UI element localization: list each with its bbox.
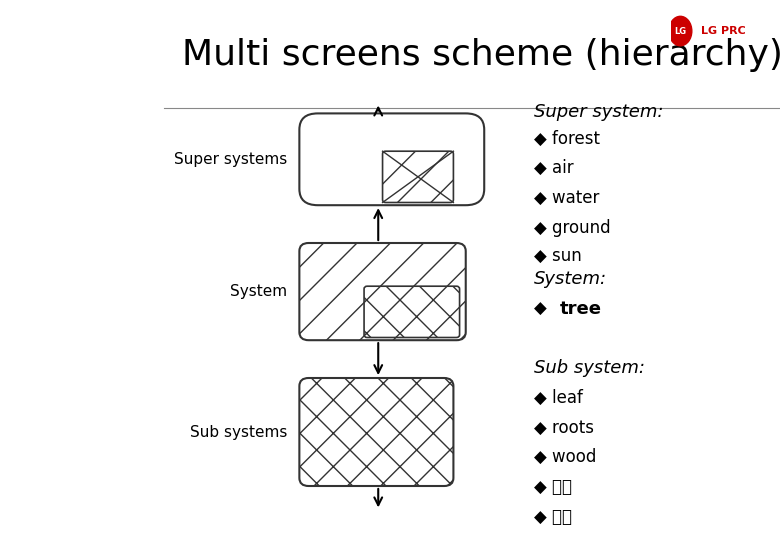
Text: LG: LG (674, 26, 686, 36)
Text: Multi screens scheme (hierarchy): Multi screens scheme (hierarchy) (183, 38, 780, 72)
Text: ◆ sun: ◆ sun (534, 248, 581, 266)
FancyBboxPatch shape (300, 378, 453, 486)
Text: tree: tree (559, 300, 601, 318)
Text: ◆ leaf: ◆ leaf (534, 389, 583, 407)
Text: ◆ ground: ◆ ground (534, 219, 610, 237)
FancyBboxPatch shape (300, 243, 466, 340)
Text: ◆: ◆ (534, 300, 551, 318)
FancyBboxPatch shape (382, 151, 453, 202)
Text: Super systems: Super systems (174, 152, 287, 167)
Text: Sub system:: Sub system: (534, 359, 644, 377)
Text: System:: System: (534, 270, 607, 288)
Text: ◆ wood: ◆ wood (534, 448, 596, 466)
Text: ◆ forest: ◆ forest (534, 130, 600, 147)
Text: Sub systems: Sub systems (190, 424, 287, 440)
Text: System: System (230, 284, 287, 299)
Text: Super system:: Super system: (534, 103, 663, 120)
Text: LG PRC: LG PRC (701, 26, 746, 36)
FancyBboxPatch shape (364, 286, 459, 338)
FancyBboxPatch shape (300, 113, 484, 205)
Text: ◆ air: ◆ air (534, 159, 573, 177)
Text: ◆ 가지: ◆ 가지 (534, 508, 572, 525)
Circle shape (669, 16, 692, 46)
Text: ◆ roots: ◆ roots (534, 418, 594, 436)
Text: ◆ water: ◆ water (534, 189, 599, 207)
Text: ◆ 포피: ◆ 포피 (534, 478, 572, 496)
